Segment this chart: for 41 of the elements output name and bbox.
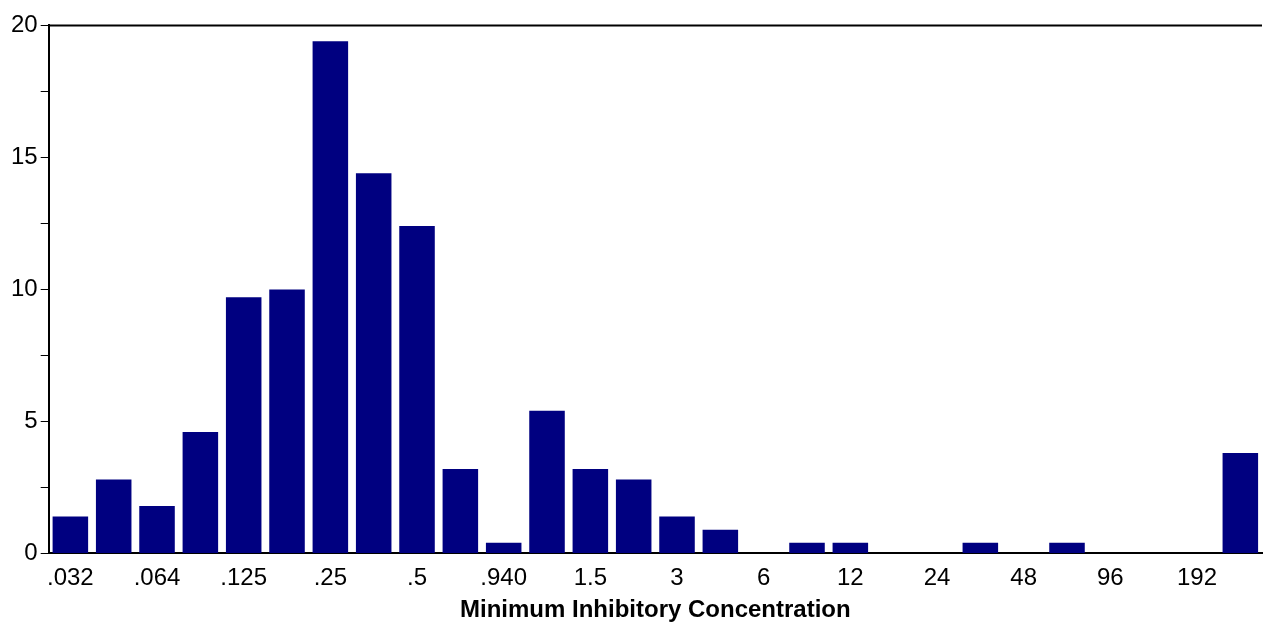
x-tick-label: 6 — [757, 563, 771, 591]
y-tick-label: 10 — [10, 274, 38, 302]
bar — [95, 479, 132, 553]
bar — [659, 516, 695, 553]
x-tick-label: 1.5 — [573, 563, 608, 591]
y-tick-label: 5 — [24, 406, 38, 434]
bar — [789, 542, 825, 553]
x-tick-label: .940 — [480, 563, 528, 591]
x-tick-label: 192 — [1176, 563, 1218, 591]
bar — [572, 468, 609, 553]
bar — [182, 431, 219, 553]
bar — [615, 479, 652, 553]
x-tick-label: .064 — [133, 563, 181, 591]
bar — [529, 410, 565, 553]
bar — [269, 289, 305, 553]
bar — [1222, 453, 1259, 553]
y-tick-label: 20 — [10, 10, 38, 38]
bar — [1049, 542, 1085, 553]
bar — [225, 297, 262, 553]
x-tick-label: 24 — [923, 563, 951, 591]
bar — [312, 41, 349, 553]
bar — [485, 542, 522, 553]
bar — [962, 542, 999, 553]
bar — [399, 226, 435, 553]
bar — [355, 173, 392, 553]
bar — [702, 529, 739, 553]
x-tick-label: 96 — [1096, 563, 1124, 591]
bar — [442, 468, 479, 553]
y-tick-label: 15 — [10, 142, 38, 170]
x-axis-title: Minimum Inhibitory Concentration — [460, 595, 851, 623]
x-tick-label: .125 — [220, 563, 268, 591]
bar — [139, 505, 175, 553]
x-tick-label: 48 — [1010, 563, 1038, 591]
y-tick-label: 0 — [24, 538, 38, 566]
x-tick-label: .5 — [407, 563, 428, 591]
x-tick-label: .032 — [47, 563, 94, 591]
x-tick-label: .25 — [313, 563, 348, 591]
bar — [832, 542, 869, 553]
bar — [52, 516, 89, 553]
x-tick-label: 12 — [836, 563, 864, 591]
x-tick-label: 3 — [670, 563, 684, 591]
